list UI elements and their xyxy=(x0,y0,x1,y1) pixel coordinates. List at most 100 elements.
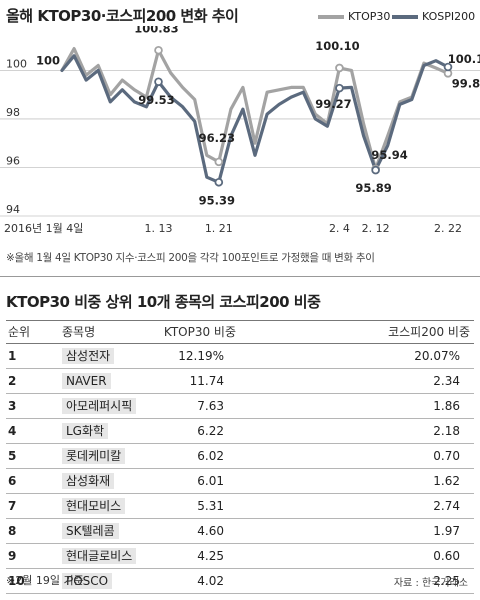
stock-name-cell: LG화학 xyxy=(62,419,109,443)
table-row: 8 SK텔레콤 4.60 1.97 xyxy=(6,519,474,544)
ktop30-weight-cell: 4.02 xyxy=(197,574,224,588)
kospi200-weight-cell: 2.25 xyxy=(433,574,460,588)
chart-title: 올해 KTOP30·코스피200 변화 추이 xyxy=(6,7,239,25)
y-tick-label: 94 xyxy=(6,203,20,216)
x-tick-label: 1. 13 xyxy=(145,222,173,235)
data-label: 99.53 xyxy=(138,93,174,107)
stock-name: LG화학 xyxy=(62,423,109,439)
data-label: 95.39 xyxy=(199,193,235,207)
ktop30-weight-cell: 4.25 xyxy=(197,549,224,563)
y-tick-label: 98 xyxy=(6,106,20,119)
data-point xyxy=(154,45,163,55)
kospi200-weight-cell: 1.86 xyxy=(433,399,460,413)
table-row: 4 LG화학 6.22 2.18 xyxy=(6,419,474,444)
table-row: 10 POSCO 4.02 2.25 xyxy=(6,569,474,594)
data-label: 96.23 xyxy=(199,131,235,145)
x-tick-label: 2. 4 xyxy=(329,222,350,235)
header-kospi200: 코스피200 비중 xyxy=(388,325,470,339)
kospi200-weight-cell: 2.18 xyxy=(433,424,460,438)
table-row: 1 삼성전자 12.19% 20.07% xyxy=(6,344,474,369)
stock-name-cell: 삼성화재 xyxy=(62,469,115,493)
data-label: 95.94 xyxy=(371,148,407,162)
y-tick-label: 96 xyxy=(6,154,20,167)
rank-cell: 2 xyxy=(8,374,17,388)
data-point xyxy=(214,177,224,187)
header-rank: 순위 xyxy=(8,325,31,339)
stock-name: 삼성화재 xyxy=(62,473,115,489)
legend-kospi200-swatch xyxy=(392,14,418,19)
y-tick-label: 100 xyxy=(6,57,27,70)
data-label: 100.83 xyxy=(134,26,178,35)
table-row: 9 현대글로비스 4.25 0.60 xyxy=(6,544,474,569)
kospi200-weight-cell: 20.07% xyxy=(414,349,460,363)
stock-name-cell: NAVER xyxy=(62,369,111,393)
legend-ktop30-swatch xyxy=(318,14,344,19)
footnote: ※2월 19일 기준 xyxy=(6,574,84,587)
source: 자료 : 한국거래소 xyxy=(393,578,468,589)
rank-cell: 8 xyxy=(8,524,17,538)
data-label: 100.14 xyxy=(448,52,480,66)
table-header: 순위 종목명 KTOP30 비중 코스피200 비중 xyxy=(6,320,474,344)
rank-cell: 1 xyxy=(8,349,17,363)
stock-name-cell: 현대모비스 xyxy=(62,494,126,518)
kospi200-weight-cell: 1.97 xyxy=(433,524,460,538)
legend-ktop30-label: KTOP30 xyxy=(348,10,391,23)
data-point xyxy=(335,63,344,73)
data-point xyxy=(371,165,380,175)
rank-cell: 9 xyxy=(8,549,17,563)
stock-name: 현대모비스 xyxy=(62,498,126,514)
data-label: 100 xyxy=(36,53,60,67)
data-label: 99.88 xyxy=(452,76,480,90)
stock-name: 롯데케미칼 xyxy=(62,448,126,464)
stock-name-cell: 롯데케미칼 xyxy=(62,444,126,468)
table-row: 6 삼성화재 6.01 1.62 xyxy=(6,469,474,494)
legend-kospi200-label: KOSPI200 xyxy=(422,10,476,23)
data-label: 99.27 xyxy=(315,97,351,111)
table-body: 1 삼성전자 12.19% 20.07% 2 NAVER 11.74 2.34 3 아모레퍼시픽 7… xyxy=(6,344,474,594)
stock-name: NAVER xyxy=(62,373,111,389)
table-row: 2 NAVER 11.74 2.34 xyxy=(6,369,474,394)
stock-name-cell: POSCO xyxy=(62,569,113,593)
ktop30-weight-cell: 12.19% xyxy=(178,349,224,363)
stock-name-cell: SK텔레콤 xyxy=(62,519,119,543)
stock-name: POSCO xyxy=(62,573,113,589)
stock-name: 삼성전자 xyxy=(62,348,115,364)
table-title: KTOP30 비중 상위 10개 종목의 코스피200 비중 xyxy=(6,293,321,311)
rank-cell: 10 xyxy=(8,574,25,588)
ktop30-weight-cell: 6.22 xyxy=(197,424,224,438)
chart-note: ※올해 1월 4일 KTOP30 지수·코스피 200을 각각 100포인트로 … xyxy=(6,252,375,264)
series-line-kospi200 xyxy=(60,54,450,184)
x-tick-label: 2. 12 xyxy=(362,222,390,235)
weight-table: 순위 종목명 KTOP30 비중 코스피200 비중 1 삼성전자 12.19% 20… xyxy=(6,320,474,594)
ktop30-weight-cell: 4.60 xyxy=(197,524,224,538)
table-row: 3 아모레퍼시픽 7.63 1.86 xyxy=(6,394,474,419)
legend-ktop30: KTOP30 xyxy=(318,10,390,23)
x-tick-label: 2016년 1월 4일 xyxy=(4,221,83,235)
ktop30-weight-cell: 6.01 xyxy=(197,474,224,488)
rank-cell: 7 xyxy=(8,499,17,513)
data-point xyxy=(443,62,453,72)
kospi200-weight-cell: 2.34 xyxy=(433,374,460,388)
legend-kospi200: KOSPI200 xyxy=(392,10,475,23)
section-divider xyxy=(0,276,480,277)
kospi200-weight-cell: 0.60 xyxy=(433,549,460,563)
data-label: 95.89 xyxy=(355,181,391,195)
header-ktop30: KTOP30 비중 xyxy=(163,325,236,339)
kospi200-weight-cell: 0.70 xyxy=(433,449,460,463)
header-name: 종목명 xyxy=(62,325,96,339)
rank-cell: 5 xyxy=(8,449,17,463)
series-line-ktop30 xyxy=(60,47,450,171)
rank-cell: 6 xyxy=(8,474,17,488)
ktop30-weight-cell: 5.31 xyxy=(197,499,224,513)
ktop30-weight-cell: 7.63 xyxy=(197,399,224,413)
ktop30-weight-cell: 6.02 xyxy=(197,449,224,463)
rank-cell: 4 xyxy=(8,424,17,438)
rank-cell: 3 xyxy=(8,399,17,413)
stock-name-cell: 삼성전자 xyxy=(62,344,115,368)
data-label: 100.10 xyxy=(315,39,359,53)
stock-name-cell: 현대글로비스 xyxy=(62,544,137,568)
ktop30-weight-cell: 11.74 xyxy=(189,374,224,388)
line-chart: 94 96 98 100 2016년 1월 4일 1. 13 1. 21 2. 4 2. 12 2… xyxy=(0,26,480,235)
table-row: 7 현대모비스 5.31 2.74 xyxy=(6,494,474,519)
data-point xyxy=(154,77,163,87)
